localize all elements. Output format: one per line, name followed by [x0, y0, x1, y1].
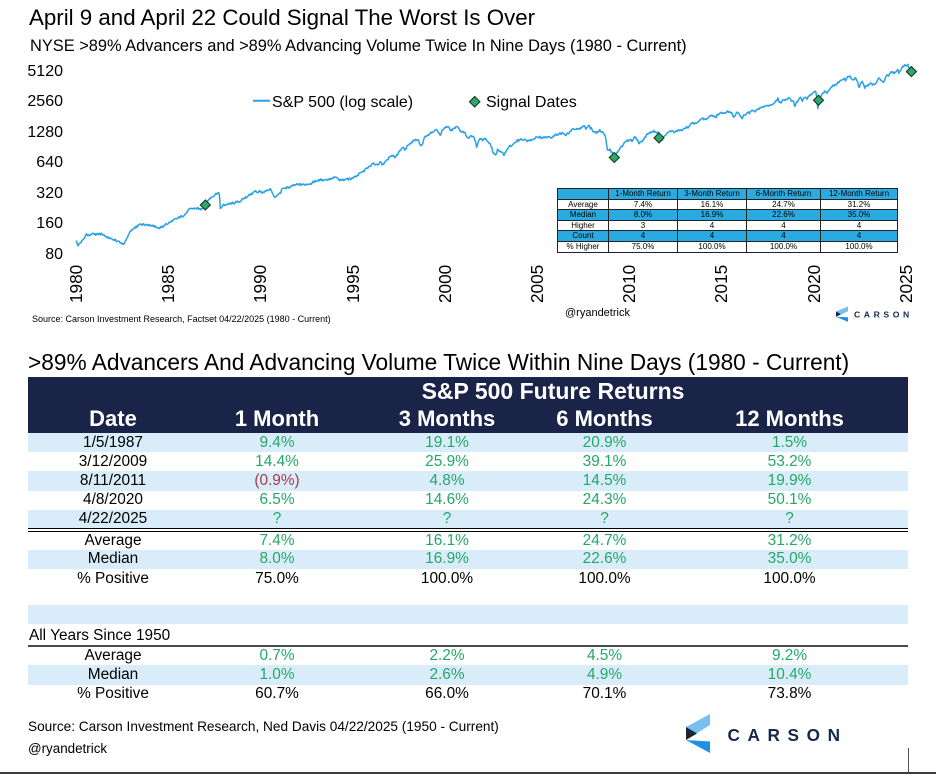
svg-text:CARSON: CARSON — [728, 725, 848, 745]
svg-text:CARSON: CARSON — [854, 309, 913, 319]
